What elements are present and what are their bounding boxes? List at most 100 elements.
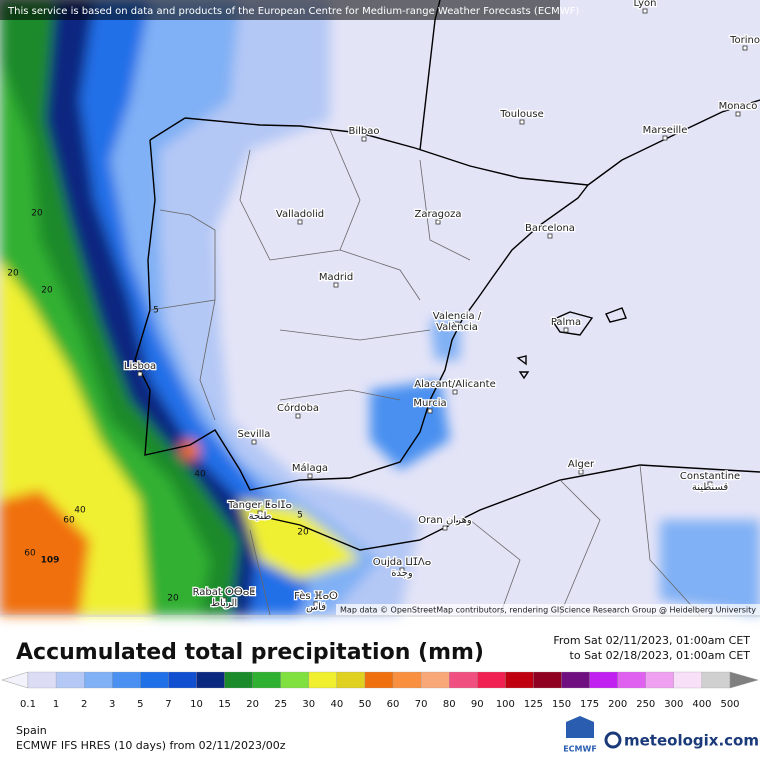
- contour-label: 5: [297, 511, 303, 521]
- city-label: Torino: [729, 35, 760, 46]
- legend-tick-label: 10: [190, 699, 203, 710]
- city-marker: [454, 321, 460, 327]
- city-label: Murcia: [413, 398, 446, 409]
- notice: This service is based on data and produc…: [7, 6, 579, 17]
- legend-arrow-high: [729, 671, 759, 689]
- city-label: Monaco: [719, 101, 758, 112]
- period-to: to Sat 02/18/2023, 01:00am CET: [570, 649, 751, 662]
- legend-tick-label: 90: [471, 699, 484, 710]
- legend-tick-label: 7: [165, 699, 171, 710]
- precipitation-field: [0, 0, 760, 615]
- city-labels: Lyon Torino Monaco Toulouse Marseille Bilbao V…: [123, 0, 760, 614]
- city-marker: [295, 413, 301, 419]
- legend-tick-label: 40: [331, 699, 344, 710]
- city-marker: [742, 45, 748, 51]
- city-marker: [333, 282, 339, 288]
- city-label: Lisboa: [124, 361, 156, 372]
- city-marker: [547, 233, 553, 239]
- city-label: Oran وهران: [418, 515, 472, 526]
- legend-swatch: [420, 671, 450, 689]
- legend-title: Accumulated total precipitation (mm): [16, 640, 484, 665]
- contour-label: 60: [24, 549, 36, 559]
- city-label: Fès ⴼⴰⵙ: [294, 590, 338, 602]
- legend-swatch: [645, 671, 674, 689]
- legend-swatch: [84, 671, 113, 689]
- legend-tick-label: 175: [580, 699, 599, 710]
- legend-swatch: [392, 671, 422, 689]
- ecmwf-text: ECMWF: [563, 745, 597, 754]
- city-label: Zaragoza: [414, 209, 461, 220]
- legend-swatch: [55, 671, 85, 689]
- legend-tick-label: 500: [720, 699, 739, 710]
- city-label-alt: وجدة: [391, 568, 413, 579]
- city-label: Toulouse: [499, 109, 543, 120]
- city-marker: [251, 439, 257, 445]
- legend-swatch: [477, 671, 506, 689]
- legend-swatch: [364, 671, 394, 689]
- city-label: Lyon: [633, 0, 656, 9]
- legend-arrow-low: [1, 671, 29, 689]
- legend-swatch: [168, 671, 197, 689]
- city-label: Córdoba: [277, 402, 319, 414]
- city-label: Málaga: [292, 462, 328, 474]
- contour-label: 20: [297, 528, 309, 538]
- legend-tick-label: 2: [81, 699, 87, 710]
- city-marker: [221, 597, 227, 603]
- city-label: Madrid: [319, 272, 353, 283]
- legend-swatch: [336, 671, 366, 689]
- city-marker: [427, 408, 433, 414]
- contour-label: 40: [74, 506, 86, 516]
- city-label-alt: قسنطينة: [692, 482, 729, 493]
- contour-label: 5: [153, 306, 159, 316]
- legend-tick-label: 70: [415, 699, 428, 710]
- legend-swatch: [701, 671, 731, 689]
- legend-tick-label: 3: [109, 699, 115, 710]
- legend-tick-label: 125: [524, 699, 543, 710]
- city-marker: [435, 219, 441, 225]
- city-marker: [399, 567, 405, 573]
- legend-tick-label: 25: [274, 699, 287, 710]
- legend-swatch: [308, 671, 338, 689]
- city-marker: [442, 525, 448, 531]
- city-label-alt: València: [436, 321, 478, 333]
- brand-logo[interactable]: meteologix.com: [604, 731, 759, 750]
- city-label: Valencia /: [433, 311, 482, 322]
- city-marker: [519, 119, 525, 125]
- city-label: Constantine: [680, 471, 740, 482]
- legend-tick-label: 150: [552, 699, 571, 710]
- city-label-alt: طنجة: [249, 511, 272, 522]
- contour-label: 20: [41, 286, 53, 296]
- borders: [149, 129, 701, 616]
- legend-tick-label: 200: [608, 699, 627, 710]
- city-marker: [307, 473, 313, 479]
- city-marker: [707, 481, 713, 487]
- map: Lyon Torino Monaco Toulouse Marseille Bilbao V…: [0, 0, 760, 616]
- legend-swatch: [196, 671, 225, 689]
- city-label-alt: فاس: [306, 602, 326, 613]
- city-marker: [563, 327, 569, 333]
- color-legend: 0.1 1 2 3 5 7 10 15 20 25 30 40 50 60 70 80 90 100 125 150 1…: [1, 671, 759, 710]
- legend-tick-label: 100: [496, 699, 515, 710]
- legend-tick-label: 60: [387, 699, 400, 710]
- legend-tick-label: 5: [137, 699, 143, 710]
- coastlines: [134, 0, 760, 551]
- legend-swatch: [224, 671, 253, 689]
- contour-label: 109: [41, 556, 60, 566]
- brand[interactable]: meteologix.com: [624, 732, 759, 750]
- city-label: Barcelona: [525, 223, 575, 234]
- legend-tick-label: 20: [246, 699, 259, 710]
- ecmwf-logo: ECMWF: [563, 716, 597, 754]
- legend-swatch: [112, 671, 141, 689]
- city-label: Alger: [568, 459, 595, 470]
- notice-bar: [0, 0, 560, 20]
- legend-tick-label: 30: [302, 699, 315, 710]
- city-label: Oujda ⵡⵊⴷⴰ: [373, 557, 432, 568]
- legend-swatch: [140, 671, 169, 689]
- city-marker: [642, 8, 648, 14]
- legend-swatch: [533, 671, 562, 689]
- legend-swatch: [505, 671, 534, 689]
- city-label: Bilbao: [348, 126, 379, 137]
- city-label: Tanger ⵟⴰⵏⵊⴰ: [227, 500, 292, 511]
- city-label: Marseille: [643, 125, 688, 136]
